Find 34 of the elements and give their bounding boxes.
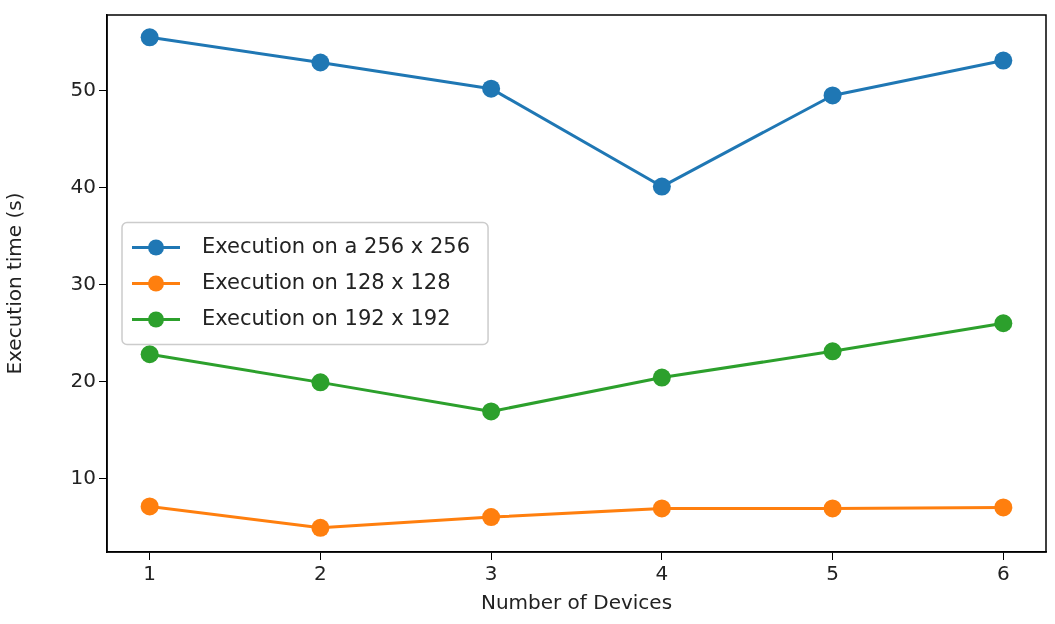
legend-label: Execution on a 256 x 256 (202, 233, 471, 258)
point (652, 177, 671, 196)
point (311, 373, 330, 392)
point (482, 508, 501, 527)
x-tick-label: 6 (996, 561, 1010, 586)
point (140, 497, 159, 516)
point (994, 314, 1013, 333)
point (652, 499, 671, 518)
point (994, 51, 1013, 70)
y-tick-label: 40 (70, 173, 96, 198)
x-tick-label: 3 (484, 561, 498, 586)
point (311, 518, 330, 537)
x-tick-label: 5 (826, 561, 839, 586)
x-tick-label: 2 (314, 561, 327, 586)
legend-label: Execution on 192 x 192 (202, 305, 451, 330)
y-axis-title: Execution time (s) (2, 192, 27, 375)
x-axis-title: Number of Devices (480, 590, 673, 615)
point (482, 402, 501, 421)
y-tick-label: 10 (70, 464, 96, 489)
point (140, 345, 159, 364)
y-tick-label: 20 (70, 367, 96, 392)
y-tick-label: 50 (70, 76, 96, 101)
point (994, 498, 1013, 517)
x-tick-label: 1 (143, 561, 157, 586)
point (652, 368, 671, 387)
point (823, 499, 842, 518)
x-tick-label: 4 (655, 561, 669, 586)
y-tick-label: 30 (70, 270, 96, 295)
legend-label: Execution on 128 x 128 (202, 269, 451, 294)
point (140, 28, 159, 47)
point (311, 53, 330, 72)
point (823, 342, 842, 361)
point (823, 86, 842, 105)
point (482, 79, 501, 98)
